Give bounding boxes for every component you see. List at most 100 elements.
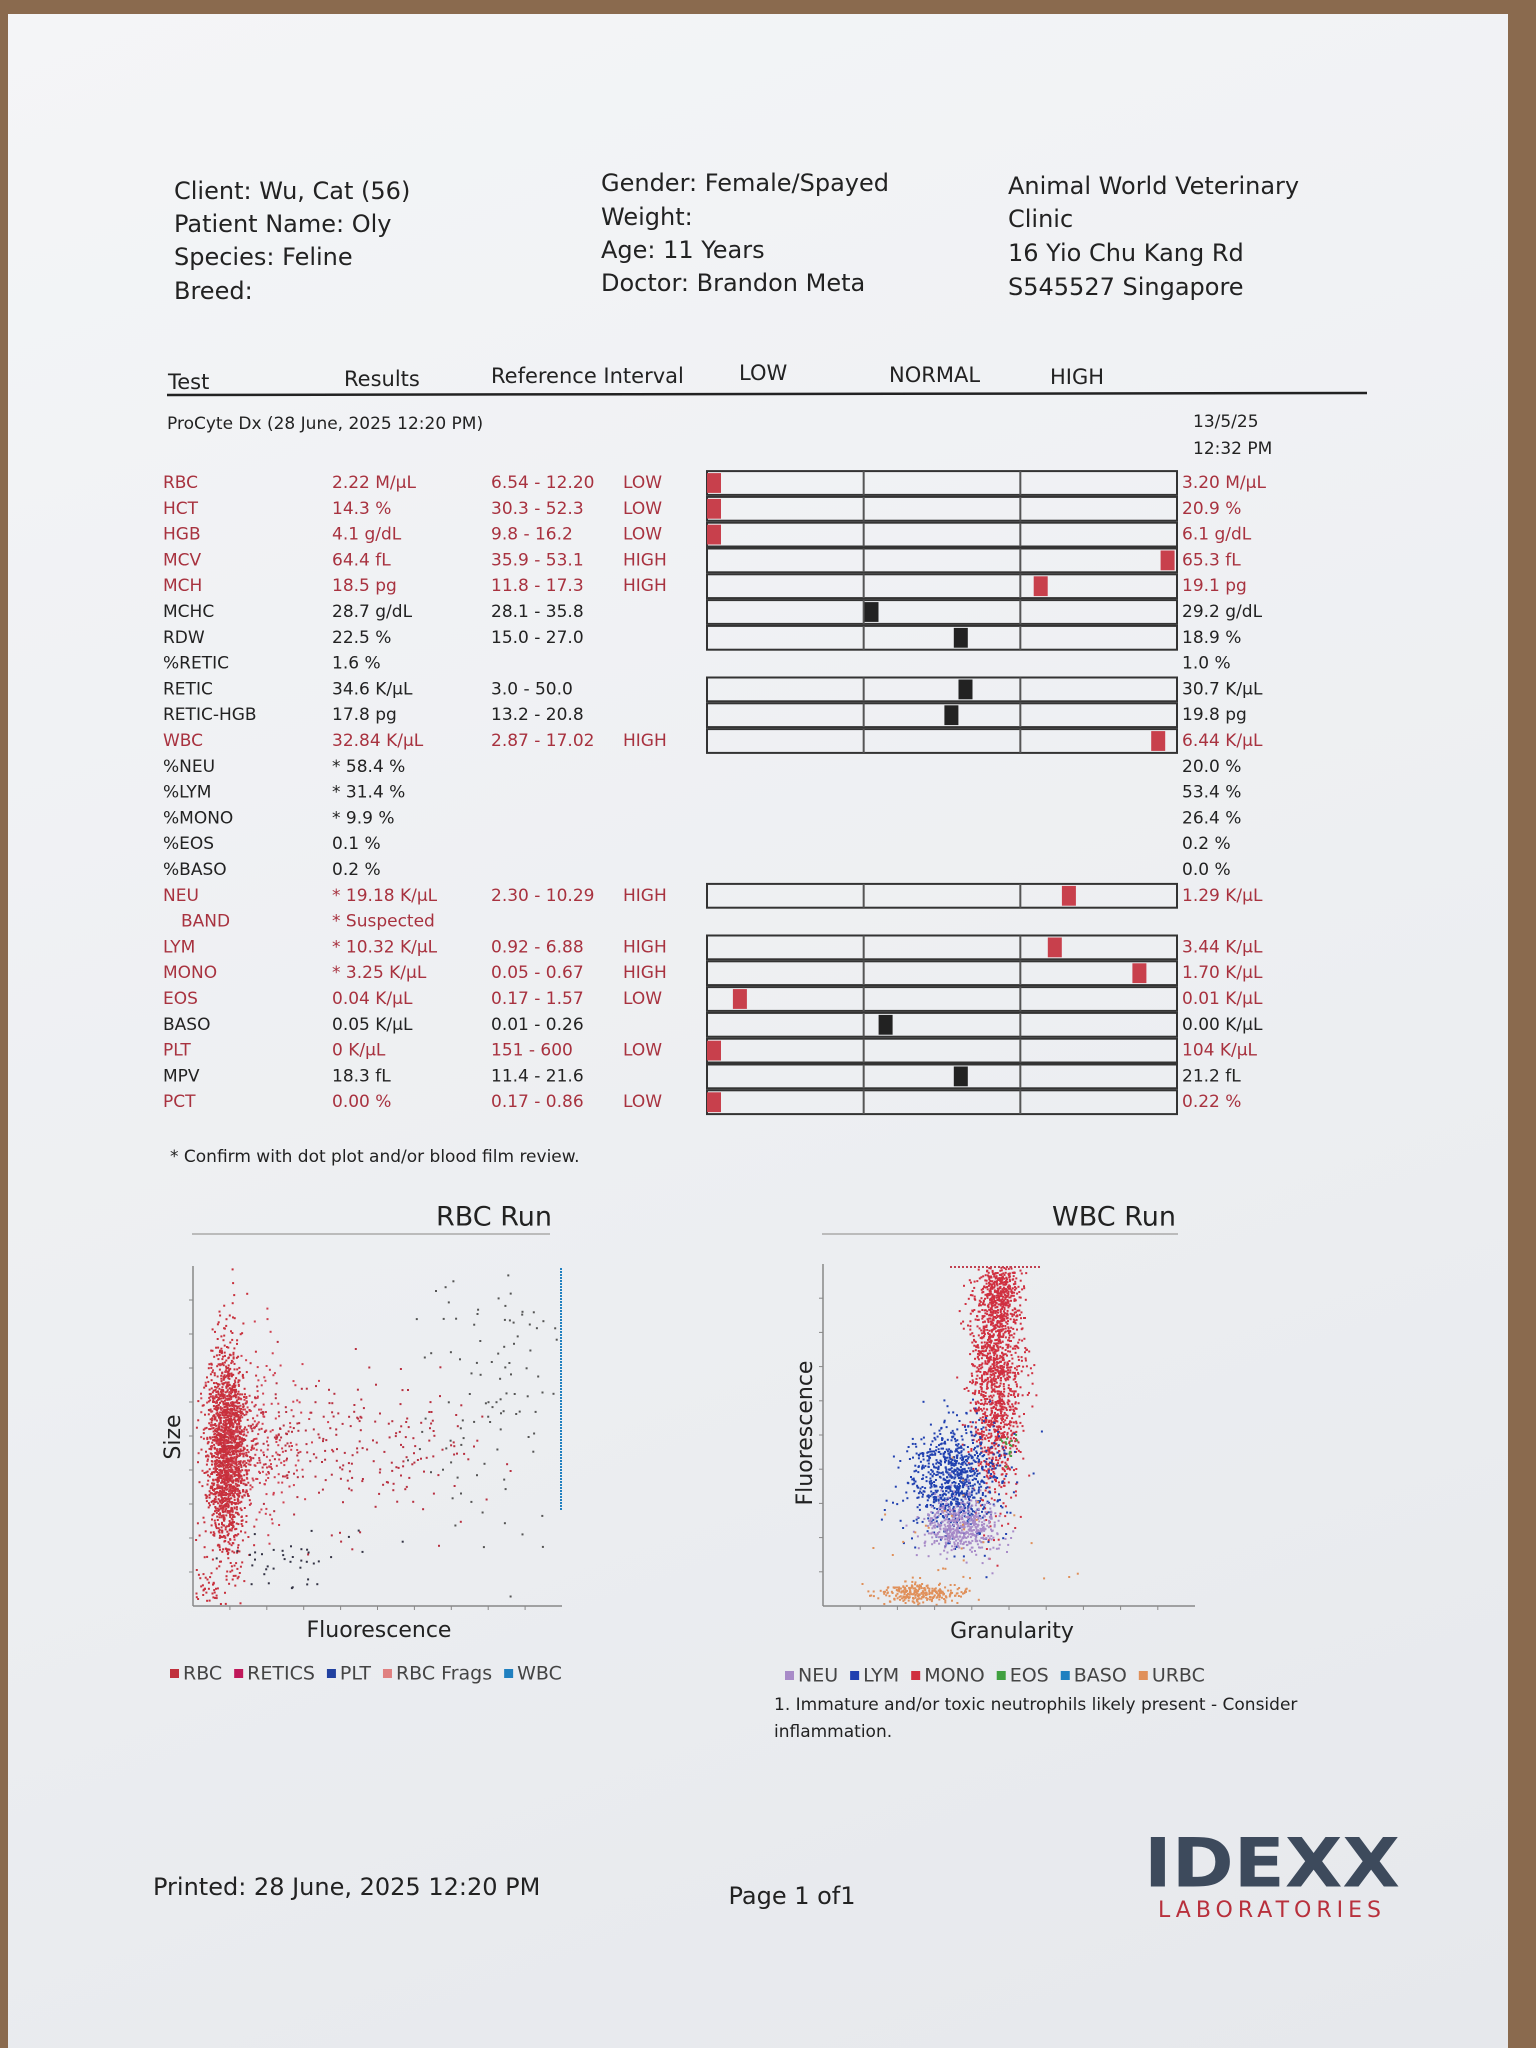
dot: [922, 1436, 925, 1439]
dot: [499, 1398, 502, 1401]
flag: HIGH: [623, 576, 667, 596]
dot: [995, 1459, 998, 1461]
dot: [215, 1408, 217, 1411]
dot: [993, 1428, 996, 1431]
dot: [1012, 1408, 1015, 1411]
dot: [291, 1586, 294, 1589]
dot: [208, 1502, 210, 1505]
dot: [211, 1419, 213, 1422]
dot: [223, 1382, 226, 1385]
dot: [560, 1472, 562, 1474]
dot: [235, 1527, 238, 1530]
dot: [995, 1361, 998, 1364]
dot: [560, 1457, 562, 1459]
dot: [982, 1290, 985, 1293]
dot: [261, 1553, 263, 1556]
dot: [963, 1455, 966, 1458]
dot: [224, 1473, 227, 1476]
dot: [233, 1379, 236, 1382]
dot: [1008, 1272, 1011, 1275]
dot: [560, 1478, 562, 1480]
range-marker: [707, 473, 721, 493]
dot: [998, 1329, 1001, 1332]
dot: [259, 1461, 262, 1464]
dot: [253, 1438, 256, 1440]
dot: [216, 1383, 219, 1385]
dot: [405, 1485, 408, 1488]
dot: [1025, 1365, 1028, 1368]
previous-result: 19.1 pg: [1182, 576, 1247, 596]
dot: [222, 1364, 225, 1367]
dot: [978, 1365, 981, 1368]
dot: [984, 1279, 987, 1282]
dot: [560, 1274, 562, 1276]
dot: [946, 1405, 949, 1408]
dot: [217, 1346, 220, 1349]
dot: [234, 1435, 237, 1438]
dot: [214, 1464, 217, 1467]
dot: [260, 1427, 263, 1430]
dot: [980, 1363, 983, 1366]
dot: [218, 1546, 221, 1549]
dot: [989, 1400, 992, 1403]
dot: [1008, 1409, 1011, 1412]
dot: [990, 1390, 993, 1393]
dot: [284, 1406, 287, 1409]
flag: LOW: [623, 499, 662, 519]
dot: [1004, 1453, 1007, 1456]
reference-interval: 13.2 - 20.8: [491, 705, 584, 725]
dot: [990, 1302, 993, 1305]
dot: [239, 1450, 242, 1453]
dot: [987, 1359, 990, 1362]
test-name: EOS: [163, 989, 198, 1009]
dot: [1014, 1282, 1017, 1285]
dot: [411, 1463, 414, 1466]
dot: [1014, 1473, 1017, 1476]
dot: [979, 1500, 981, 1503]
dot: [211, 1482, 214, 1485]
dot: [973, 1286, 976, 1289]
dot: [343, 1451, 346, 1454]
dot: [968, 1502, 971, 1505]
dot: [978, 1310, 981, 1313]
dot: [284, 1444, 287, 1447]
dot: [272, 1493, 275, 1496]
dot: [560, 1343, 562, 1345]
dot: [239, 1333, 242, 1336]
dot: [1010, 1421, 1013, 1424]
dot: [988, 1421, 990, 1424]
dot: [213, 1463, 216, 1466]
dot: [231, 1569, 234, 1572]
dot: [1008, 1287, 1011, 1290]
dot: [256, 1422, 259, 1425]
dot: [240, 1398, 243, 1401]
dot: [227, 1373, 230, 1376]
dot: [217, 1427, 220, 1430]
dot: [509, 1595, 512, 1598]
dot: [997, 1428, 1000, 1431]
dot: [391, 1469, 394, 1472]
dot: [1013, 1311, 1016, 1314]
dot: [1015, 1451, 1017, 1453]
dot: [1015, 1345, 1018, 1347]
dot: [209, 1424, 212, 1426]
dot: [983, 1286, 986, 1289]
dot: [251, 1444, 254, 1447]
dot: [1023, 1337, 1026, 1340]
dot: [460, 1492, 462, 1495]
dot: [1002, 1393, 1005, 1396]
dot: [206, 1442, 209, 1445]
dot: [241, 1519, 244, 1522]
dot: [1006, 1278, 1008, 1281]
dot: [232, 1470, 235, 1473]
dot: [985, 1420, 988, 1423]
dot: [1014, 1347, 1017, 1350]
dot: [993, 1418, 996, 1420]
dot: [398, 1430, 401, 1433]
dot: [246, 1459, 249, 1462]
dot: [245, 1462, 248, 1464]
range-marker: [1160, 550, 1175, 571]
dot: [939, 1486, 942, 1489]
dot: [461, 1419, 464, 1422]
dot: [232, 1542, 235, 1545]
